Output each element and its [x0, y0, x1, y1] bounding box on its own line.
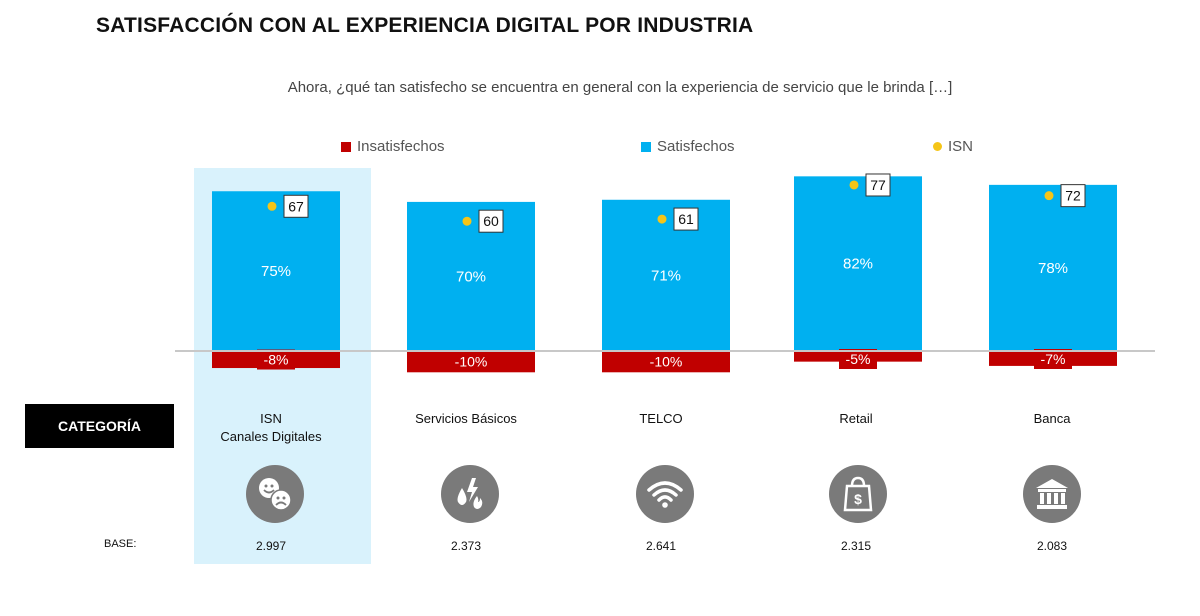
chart-subtitle: Ahora, ¿qué tan satisfecho se encuentra … [287, 79, 953, 96]
isn-marker [1044, 191, 1054, 201]
isn-value-box [1060, 184, 1086, 208]
shopping-bag-icon: $ [829, 465, 887, 523]
data-label-satisfechos: 70% [456, 268, 486, 285]
data-label-satisfechos: 78% [1038, 260, 1068, 277]
data-label-satisfechos: 71% [651, 267, 681, 284]
data-label-insatisfechos: -10% [650, 354, 683, 370]
data-label-box [257, 349, 295, 370]
utilities-icon [441, 465, 499, 523]
data-label-insatisfechos: -7% [1041, 351, 1066, 367]
isn-value-box [865, 173, 891, 197]
svg-text:$: $ [854, 491, 862, 507]
legend-isn: ISN [933, 138, 973, 155]
data-label-box [1034, 349, 1072, 369]
data-label-box [452, 351, 490, 372]
category-label-isn: ISN Canales Digitales [176, 410, 366, 446]
category-label-line1: Banca [1033, 411, 1071, 426]
legend-satisfechos-label: Satisfechos [657, 138, 735, 155]
base-value: 2.373 [450, 539, 482, 553]
legend-insatisfechos: Insatisfechos [341, 138, 445, 155]
category-label-line1: TELCO [639, 411, 683, 426]
data-label-box [839, 349, 877, 369]
isn-value-box [478, 209, 504, 233]
isn-marker [657, 214, 667, 224]
legend-satisfechos-swatch [641, 141, 651, 152]
category-label-servicios: Servicios Básicos [371, 410, 561, 428]
isn-value-box [283, 194, 309, 218]
base-value: 2.315 [840, 539, 872, 553]
base-value: 2.641 [645, 539, 677, 553]
page-title: SATISFACCIÓN CON AL EXPERIENCIA DIGITAL … [96, 14, 754, 37]
isn-value-label: 61 [678, 211, 694, 227]
category-header: CATEGORÍA [25, 404, 174, 448]
bank-icon [1023, 465, 1081, 523]
category-label-telco: TELCO [566, 410, 756, 428]
isn-value-label: 77 [870, 177, 886, 193]
base-label: BASE: [104, 538, 137, 550]
bar-satisfechos [794, 176, 922, 351]
base-value: 2.083 [1036, 539, 1068, 553]
legend-isn-dot [933, 142, 942, 151]
data-label-insatisfechos: -10% [455, 354, 488, 370]
legend-insatisfechos-label: Insatisfechos [357, 138, 445, 155]
category-label-line1: ISN [260, 411, 282, 426]
category-label-line2: Canales Digitales [220, 429, 322, 444]
isn-value-label: 67 [288, 198, 304, 214]
isn-marker [462, 216, 472, 226]
legend-isn-label: ISN [948, 138, 974, 155]
faces-icon [246, 465, 304, 523]
data-label-satisfechos: 82% [843, 256, 873, 273]
category-label-line1: Retail [839, 411, 873, 426]
isn-value-label: 60 [483, 213, 499, 229]
bar-satisfechos [212, 191, 340, 351]
base-value: 2.997 [255, 539, 287, 553]
data-label-insatisfechos: -8% [264, 352, 289, 368]
bar-satisfechos [602, 199, 730, 351]
isn-marker [849, 180, 859, 190]
data-label-satisfechos: 75% [261, 263, 291, 280]
category-label-line1: Servicios Básicos [415, 411, 517, 426]
category-label-retail: Retail [761, 410, 951, 428]
bar-satisfechos [407, 201, 535, 351]
wifi-icon [636, 465, 694, 523]
isn-value-label: 72 [1065, 188, 1081, 204]
bar-satisfechos [989, 184, 1117, 351]
data-label-box [647, 351, 685, 372]
legend-insatisfechos-swatch [341, 141, 351, 152]
isn-value-box [673, 207, 699, 231]
data-label-insatisfechos: -5% [846, 351, 871, 367]
isn-marker [267, 201, 277, 211]
category-label-banca: Banca [957, 410, 1147, 428]
legend-satisfechos: Satisfechos [641, 138, 735, 155]
